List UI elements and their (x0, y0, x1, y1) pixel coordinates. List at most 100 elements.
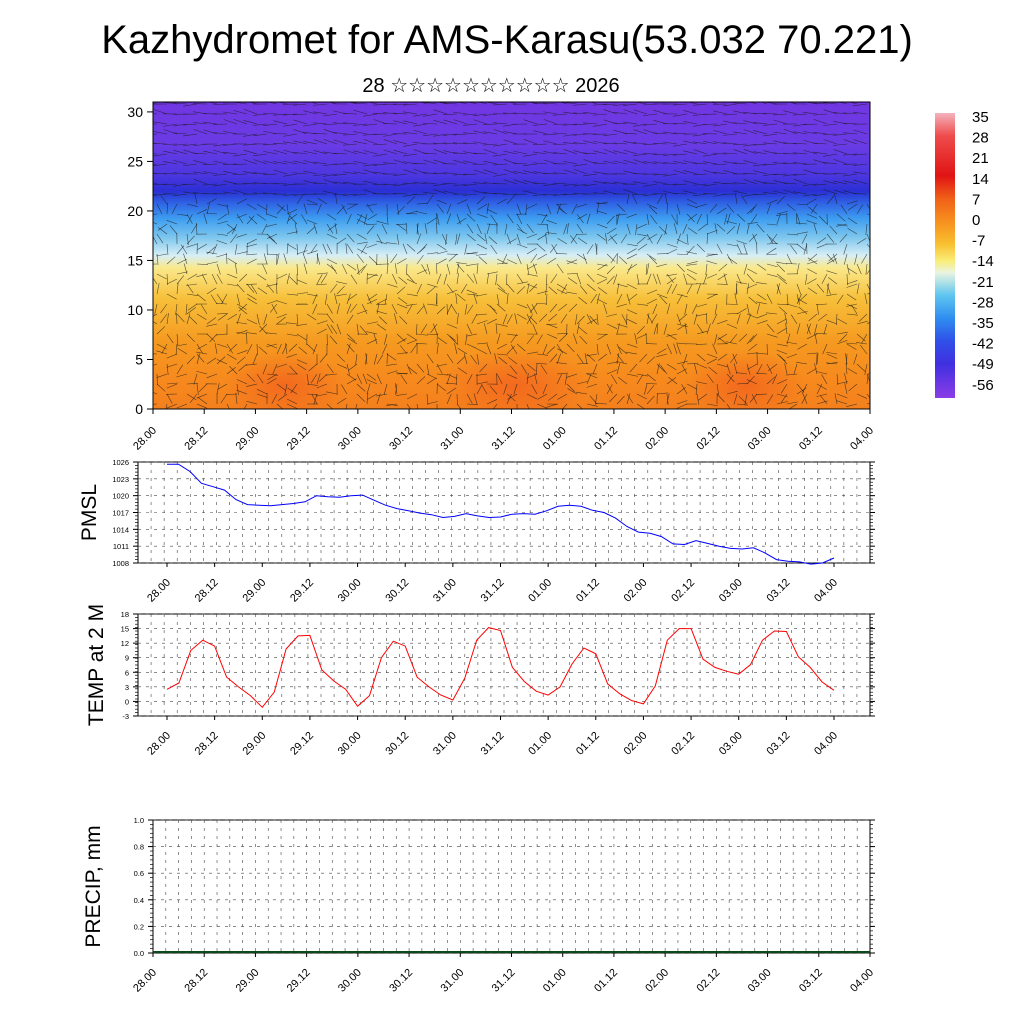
colorbar-label: -42 (972, 336, 994, 353)
wind-barb (798, 293, 808, 302)
wind-barb (836, 294, 844, 305)
wind-barb (476, 196, 486, 205)
wind-barb (733, 143, 748, 146)
wind-barb (183, 191, 198, 195)
wind-barb (796, 361, 808, 365)
wind-barb (616, 283, 628, 288)
wind-barb (606, 215, 615, 225)
wind-barb (766, 363, 773, 374)
wind-barb (546, 403, 558, 408)
wind-barb (748, 233, 758, 242)
wind-barb (659, 295, 668, 305)
wind-barb (246, 344, 253, 355)
wind-barb (324, 293, 328, 305)
x-tick-label: 28.00 (145, 577, 173, 605)
wind-barb (341, 204, 348, 215)
wind-barb (706, 232, 708, 245)
wind-barb (573, 183, 588, 187)
wind-barb (223, 170, 238, 175)
wind-barb (322, 243, 328, 255)
wind-barb (293, 172, 308, 175)
wind-barb (576, 391, 588, 395)
wind-barb (865, 223, 868, 235)
wind-barb (566, 291, 578, 295)
wind-barb (187, 273, 198, 280)
wind-barb (735, 193, 738, 205)
wind-barb (466, 223, 474, 234)
wind-barb (773, 119, 788, 125)
wind-barb (313, 173, 328, 177)
wind-barb (356, 323, 359, 335)
wind-barb (303, 263, 308, 275)
wind-barb (703, 153, 718, 157)
x-tick-label: 04.00 (848, 967, 876, 995)
wind-barb (283, 253, 288, 265)
wind-barb (744, 393, 748, 405)
wind-barb (579, 335, 588, 345)
wind-barb (433, 323, 438, 335)
wind-barb (786, 203, 796, 212)
wind-barb (234, 263, 238, 275)
wind-barb (416, 305, 425, 315)
wind-barb (776, 343, 788, 347)
wind-barb (536, 334, 543, 345)
wind-barb (753, 112, 768, 115)
wind-barb (543, 173, 558, 175)
wind-barb (246, 383, 258, 387)
wind-barb (786, 353, 798, 359)
wind-barb (396, 223, 407, 231)
wind-barb (836, 331, 848, 335)
wind-barb (593, 150, 608, 155)
wind-barb (223, 180, 238, 185)
wind-barb (456, 313, 459, 325)
wind-barb (823, 123, 838, 126)
wind-barb (823, 323, 828, 335)
wind-barb (531, 384, 538, 395)
wind-barb (506, 233, 512, 245)
wind-barb (495, 273, 498, 285)
wind-barb (343, 162, 358, 165)
wind-barb (829, 225, 838, 235)
wind-barb (446, 353, 454, 364)
x-tick-label: 02.12 (669, 730, 697, 758)
wind-barb (373, 163, 388, 166)
wind-barb (746, 223, 750, 235)
wind-barb (723, 170, 738, 175)
wind-barb (593, 171, 608, 175)
wind-barb (766, 312, 778, 315)
wind-barb (703, 183, 718, 187)
wind-barb (686, 213, 695, 223)
wind-barb (723, 103, 738, 107)
wind-barb (488, 236, 498, 245)
y-tick-label: 3 (125, 683, 129, 692)
wind-barb (286, 213, 291, 225)
wind-barb (776, 283, 781, 295)
wind-barb (826, 253, 835, 263)
wind-barb (797, 298, 808, 305)
wind-barb (175, 303, 178, 315)
wind-barb (714, 223, 718, 235)
wind-barb (746, 379, 758, 385)
wind-barb (558, 333, 568, 342)
wind-barb (864, 363, 868, 375)
wind-barb (823, 102, 838, 105)
wind-barb (276, 363, 288, 368)
wind-barb (843, 122, 858, 125)
wind-barb (276, 403, 284, 409)
wind-barb (216, 220, 228, 225)
wind-barb (406, 339, 418, 345)
colorbar-label: 28 (972, 130, 989, 147)
wind-barb (686, 263, 698, 266)
wind-barb (808, 253, 818, 262)
wind-barb (626, 318, 638, 325)
wind-barb (476, 384, 483, 395)
wind-barb (543, 151, 558, 155)
wind-barb (576, 403, 583, 409)
wind-barb (525, 203, 528, 215)
wind-barb (839, 233, 848, 243)
wind-barb (526, 303, 533, 314)
wind-barb (846, 293, 857, 301)
wind-barb (284, 343, 288, 355)
wind-barb (736, 243, 742, 255)
wind-barb (213, 149, 228, 155)
